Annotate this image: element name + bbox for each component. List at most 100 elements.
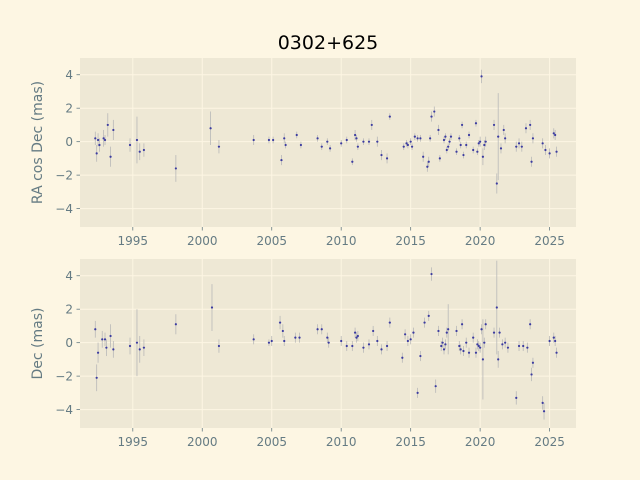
data-point <box>362 140 365 143</box>
data-point <box>458 137 461 140</box>
data-point <box>252 338 255 341</box>
y-tick-label: 2 <box>65 303 73 317</box>
x-tick-label: 2005 <box>256 234 287 248</box>
x-tick-label: 2025 <box>534 435 565 449</box>
x-tick-label: 2020 <box>465 234 496 248</box>
data-point <box>459 348 462 351</box>
y-tick-label: 0 <box>65 336 73 350</box>
data-point <box>440 344 443 348</box>
data-point <box>327 341 330 344</box>
data-point <box>267 341 271 344</box>
chart-title: 0302+625 <box>278 32 379 54</box>
data-point <box>128 344 132 348</box>
y-tick-label: 4 <box>65 68 73 82</box>
data-point <box>437 329 440 333</box>
data-point <box>447 145 450 148</box>
data-point <box>404 333 407 336</box>
data-point <box>419 137 422 140</box>
data-point <box>480 75 483 78</box>
data-point <box>406 143 409 147</box>
data-point <box>449 135 453 138</box>
data-point <box>497 135 500 138</box>
data-point <box>96 351 100 354</box>
data-point <box>112 128 115 132</box>
data-point <box>497 358 500 361</box>
data-point <box>467 133 471 137</box>
y-axis-label: Dec (mas) <box>30 308 46 380</box>
data-point <box>98 143 101 147</box>
data-point <box>388 321 391 324</box>
data-point <box>517 344 521 348</box>
data-point <box>326 140 329 143</box>
data-point <box>94 328 97 331</box>
data-point <box>447 328 450 331</box>
y-tick-label: 0 <box>65 135 73 149</box>
data-point <box>479 140 482 143</box>
x-tick-label: 1995 <box>118 234 149 248</box>
x-tick-label: 2015 <box>395 234 426 248</box>
data-point <box>272 138 275 142</box>
data-point <box>476 150 479 153</box>
data-point <box>283 339 286 343</box>
data-point <box>96 138 100 142</box>
data-point <box>367 343 371 346</box>
data-point <box>426 165 429 168</box>
data-point <box>522 344 525 348</box>
data-point <box>474 351 478 354</box>
panel-ra-cos-dec: 1995 2000 2005 2010 2015 2020 2025 −4 −2 0 2 4 RA co… <box>30 58 576 248</box>
y-tick-label: −4 <box>55 403 73 417</box>
x-tick-label: 2015 <box>395 435 426 449</box>
data-point <box>105 346 108 349</box>
data-point <box>217 145 221 148</box>
data-point <box>445 331 448 334</box>
data-point <box>552 132 555 135</box>
data-point <box>103 138 107 142</box>
data-point <box>351 344 354 348</box>
x-tick-label: 2000 <box>187 435 218 449</box>
data-point <box>434 385 437 388</box>
data-point <box>278 321 282 324</box>
y-tick-label: 4 <box>65 269 73 283</box>
data-point <box>444 135 447 138</box>
data-point <box>138 150 141 153</box>
data-point <box>442 138 446 142</box>
x-tick-label: 2025 <box>534 234 565 248</box>
data-point <box>422 155 425 158</box>
data-point <box>355 137 358 140</box>
data-point <box>465 341 468 344</box>
y-tick-label: 2 <box>65 102 73 116</box>
data-point <box>345 138 348 142</box>
data-point <box>294 336 297 339</box>
data-point <box>295 133 298 137</box>
data-point <box>462 153 465 157</box>
data-point <box>501 343 504 346</box>
data-point <box>355 336 358 339</box>
data-point <box>480 328 483 331</box>
data-point <box>531 137 535 140</box>
data-point <box>472 148 475 152</box>
data-point <box>109 155 112 158</box>
data-point <box>554 133 557 137</box>
data-point <box>409 338 412 341</box>
data-point <box>210 306 214 309</box>
data-point <box>328 147 332 150</box>
data-point <box>385 157 389 160</box>
data-point <box>298 336 301 339</box>
data-point <box>448 140 451 143</box>
data-point <box>548 152 551 155</box>
data-point <box>515 396 518 399</box>
data-point <box>541 401 544 405</box>
data-point <box>370 123 373 127</box>
data-point <box>506 346 510 349</box>
x-tick-label: 2010 <box>326 234 357 248</box>
data-point <box>459 143 462 147</box>
data-point <box>481 358 485 361</box>
data-point <box>481 155 485 158</box>
data-point <box>284 143 287 147</box>
data-point <box>385 344 389 348</box>
y-axis-label: RA cos Dec (mas) <box>30 81 46 204</box>
data-point <box>283 137 286 140</box>
data-point <box>372 329 375 333</box>
data-point <box>495 306 498 309</box>
data-point <box>419 354 422 358</box>
